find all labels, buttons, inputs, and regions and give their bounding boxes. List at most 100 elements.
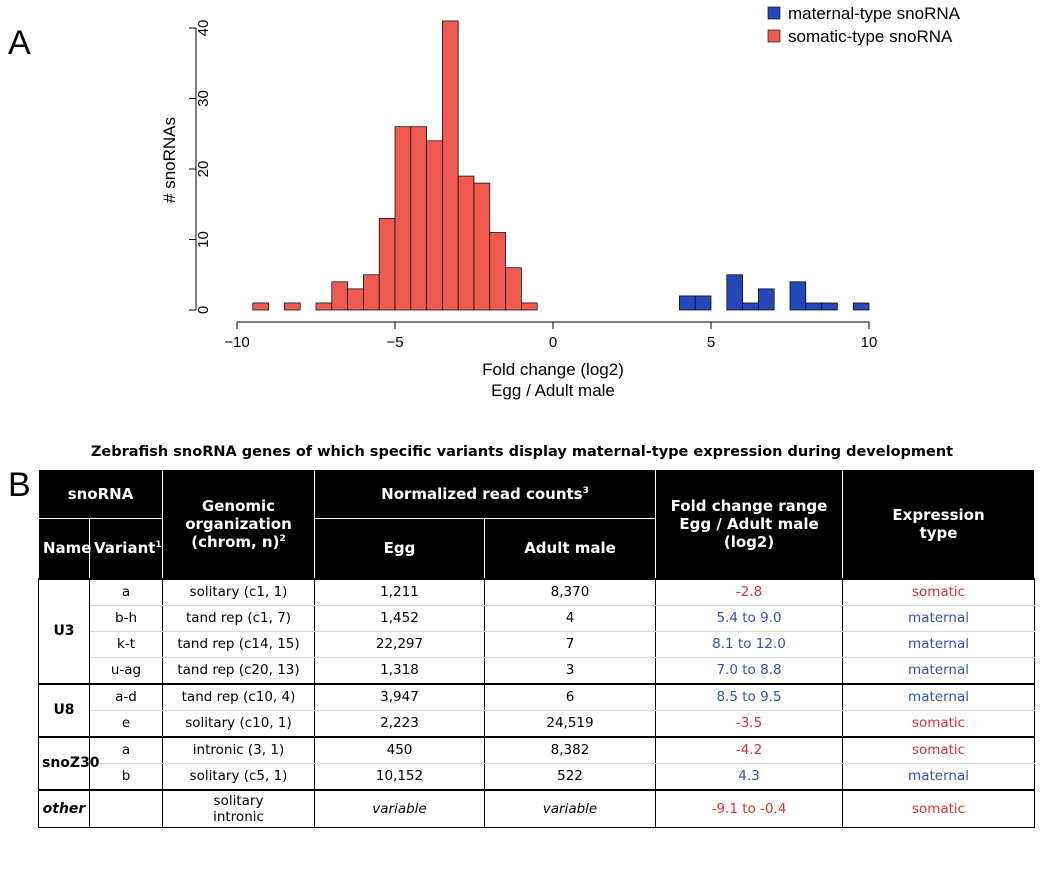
cell-genomic: tand rep (c1, 7) [162,604,315,632]
cell-adult-male: 8,370 [483,577,657,606]
cell-fold-change: 7.0 to 8.8 [655,656,844,684]
cell-egg: 1,318 [314,656,485,684]
cell-genomic: intronic (3, 1) [162,735,315,764]
cell-adult-male: 522 [483,762,657,790]
maternal-bar-3 [742,302,759,311]
somatic-bar-15 [521,302,538,311]
y-tick-label-20: 20 [195,161,212,178]
cell-egg: 2,223 [314,709,485,737]
x-tick-label--10: −10 [224,334,249,351]
x-axis-label: Fold change (log2) [482,360,624,379]
cell-egg: 10,152 [314,762,485,790]
table-row: b solitary (c5, 1) 10,152 522 4.3 maternal [39,762,1036,790]
cell-genomic: tand rep (c20, 13) [162,656,315,684]
fold-change-histogram: −10 −5 0 5 10 0 10 20 30 40 Fold change (log2) Eg… [160,4,961,400]
maternal-bar-2 [726,274,743,311]
group-name: U8 [38,682,90,737]
cell-adult-male: 3 [483,656,657,684]
somatic-bar-14 [505,267,522,311]
cell-egg: 1,211 [314,577,485,606]
somatic-bar-0 [252,302,269,311]
header-egg: Egg [314,518,485,579]
snorna-table: snoRNA Genomic organization (chrom, n)2 … [38,469,1036,828]
x-tick-label--5: −5 [386,334,403,351]
cell-egg: variable [314,788,485,828]
cell-egg: 3,947 [314,682,485,711]
cell-variant: e [89,709,163,737]
cell-fold-change: -4.2 [655,735,844,764]
x-axis-label-2: Egg / Adult male [491,381,615,400]
somatic-bar-5 [363,274,380,311]
table-row: snoZ30 a intronic (3, 1) 450 8,382 -4.2 somati… [38,735,1036,790]
y-tick-label-0: 0 [195,306,212,314]
table-row: U8 a-d tand rep (c10, 4) 3,947 6 8.5 to 9.5 ma… [38,682,1036,737]
group-name: U3 [38,577,90,684]
x-tick-label-5: 5 [707,334,715,351]
cell-variant: b [89,762,163,790]
cell-genomic: solitary (c5, 1) [162,762,315,790]
legend-swatch-maternal [767,6,781,20]
cell-fold-change: 5.4 to 9.0 [655,604,844,632]
x-tick-label-10: 10 [861,334,878,351]
somatic-bar-12 [473,182,491,311]
cell-variant: k-t [89,630,163,658]
somatic-bar-1 [284,302,301,311]
somatic-bar-9 [426,140,443,311]
cell-adult-male: 6 [483,682,657,711]
table-row: other solitary intronic variable variable -9.… [38,788,1036,828]
header-fold-change: Fold change range Egg / Adult male (log2… [655,469,844,579]
header-adult-male: Adult male [483,518,657,579]
somatic-bar-10 [442,20,459,311]
cell-expression-type: maternal [842,762,1036,790]
cell-egg: 450 [314,735,485,764]
cell-fold-change: 4.3 [655,762,844,790]
cell-genomic: solitary (c10, 1) [162,709,315,737]
x-tick-label-0: 0 [549,334,557,351]
legend-label-maternal: maternal-type snoRNA [788,4,961,23]
cell-genomic: tand rep (c10, 4) [162,682,315,711]
table-body: U3 a solitary (c1, 1) 1,211 8,370 -2.8 somatic… [38,577,1036,828]
cell-fold-change: -9.1 to -0.4 [655,788,844,828]
cell-fold-change: -2.8 [655,577,844,606]
maternal-bar-0 [679,295,696,311]
genomic-line-1: solitary [213,792,264,809]
maternal-bar-1 [694,295,712,311]
somatic-bars [252,20,538,311]
cell-expression-type: somatic [842,577,1036,606]
cell-expression-type: maternal [842,630,1036,658]
cell-fold-change: 8.5 to 9.5 [655,682,844,711]
cell-variant: b-h [89,604,163,632]
header-genomic: Genomic organization (chrom, n)2 [162,469,315,579]
table-row: e solitary (c10, 1) 2,223 24,519 -3.5 somatic [39,709,1036,737]
cell-expression-type: somatic [842,709,1036,737]
legend-label-somatic: somatic-type snoRNA [788,27,953,46]
somatic-bar-11 [457,175,475,311]
cell-expression-type: maternal [842,604,1036,632]
table-row: k-t tand rep (c14, 15) 22,297 7 8.1 to 12.0 m… [39,630,1036,658]
maternal-bars [679,274,870,311]
maternal-bar-6 [805,302,822,311]
cell-expression-type: maternal [842,656,1036,684]
somatic-bar-7 [394,126,412,311]
header-expression-type: Expression type [842,469,1036,579]
y-tick-label-30: 30 [195,90,212,107]
somatic-bar-13 [489,232,506,311]
cell-variant [89,788,163,828]
cell-adult-male: 4 [483,604,657,632]
cell-fold-change: 8.1 to 12.0 [655,630,844,658]
somatic-bar-8 [410,126,427,311]
panel-label-b: B [8,466,31,504]
somatic-bar-2 [315,302,333,311]
cell-genomic: tand rep (c14, 15) [162,630,315,658]
cell-egg: 22,297 [314,630,485,658]
legend-swatch-somatic [767,29,781,43]
table-row: u-ag tand rep (c20, 13) 1,318 3 7.0 to 8.8 ma… [39,656,1036,684]
cell-adult-male: variable [483,788,657,828]
cell-adult-male: 7 [483,630,657,658]
cell-expression-type: maternal [842,682,1036,711]
maternal-bar-5 [789,281,807,311]
cell-genomic: solitary intronic [162,788,315,828]
cell-variant: a [89,735,163,764]
y-tick-label-40: 40 [195,20,212,37]
cell-egg: 1,452 [314,604,485,632]
